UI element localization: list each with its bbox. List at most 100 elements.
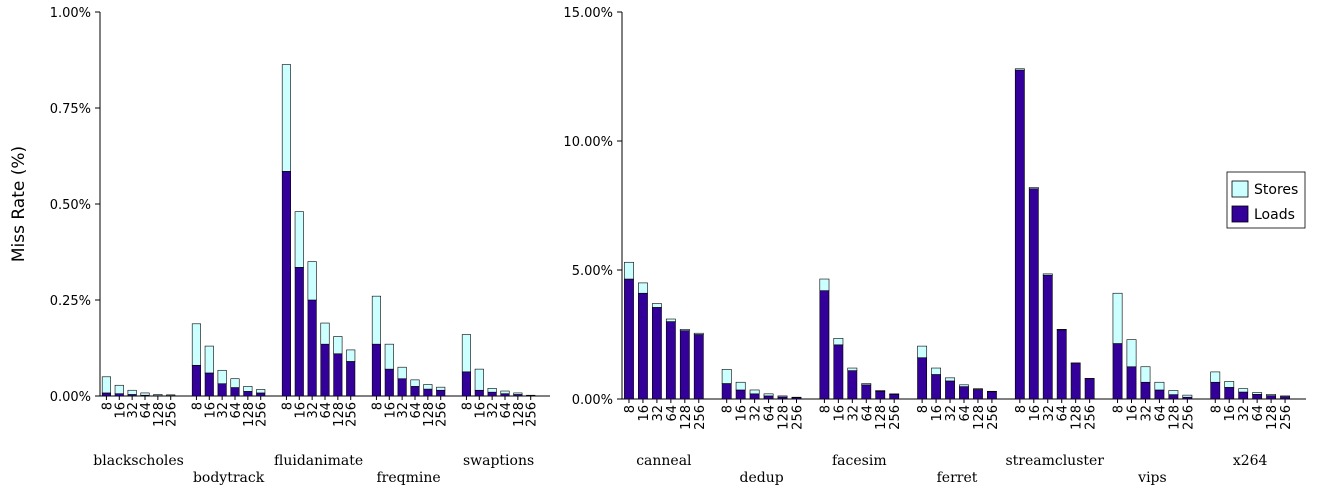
x-tick-label: 16: [1028, 405, 1043, 422]
bar-segment: [763, 393, 774, 397]
x-tick-label: 256: [888, 405, 903, 430]
x-tick-label: 64: [409, 402, 424, 419]
x-tick-label: 32: [486, 402, 501, 419]
x-tick-label: 32: [1237, 405, 1252, 422]
bar-segment: [513, 392, 523, 395]
x-tick-label: 64: [1056, 405, 1071, 422]
bar-segment: [1112, 343, 1123, 400]
x-tick-label: 64: [860, 405, 875, 422]
bar-segment: [461, 334, 471, 373]
bar-segment: [973, 388, 983, 390]
bar-segment: [624, 261, 634, 280]
bar-segment: [461, 371, 471, 397]
legend-label: Stores: [1254, 182, 1298, 198]
bar-segment: [931, 374, 941, 400]
bar-segment: [1028, 188, 1039, 400]
x-tick-label: 256: [165, 402, 180, 427]
bar-segment: [931, 367, 941, 375]
bar-segment: [861, 383, 872, 386]
x-tick-label: 128: [512, 402, 527, 427]
bar-segment: [101, 376, 111, 394]
bar-segment: [410, 386, 420, 397]
bar-segment: [423, 384, 433, 390]
bar-segment: [1280, 395, 1290, 397]
x-tick-label: 128: [152, 402, 167, 427]
y-axis-label: Miss Rate (%): [9, 146, 29, 262]
x-tick-label: 16: [735, 405, 750, 422]
bar-segment: [436, 386, 446, 391]
bar-segment: [384, 368, 394, 397]
bar-segment: [191, 364, 201, 397]
y-tick-label: 0.75%: [50, 102, 91, 117]
x-tick-label: 32: [749, 405, 764, 422]
x-tick-label: 128: [874, 405, 889, 430]
bar-segment: [959, 384, 969, 387]
bar-segment: [777, 396, 788, 400]
bar-segment: [294, 211, 304, 268]
bar-segment: [847, 367, 858, 371]
bar-segment: [281, 171, 291, 397]
y-tick-label: 0.50%: [50, 198, 91, 213]
bar-segment: [333, 353, 343, 397]
x-tick-label: 16: [293, 402, 308, 419]
bar-segment: [735, 381, 746, 391]
bar-segment: [1042, 273, 1053, 276]
x-tick-label: 256: [525, 402, 540, 427]
x-tick-label: 32: [1139, 405, 1154, 422]
bar-segment: [230, 387, 240, 397]
bar-segment: [204, 372, 214, 397]
x-tick-label: 64: [319, 402, 334, 419]
bar-segment: [917, 357, 928, 400]
bar-segment: [721, 383, 732, 400]
x-tick-label: 256: [345, 402, 360, 427]
x-tick-label: 32: [651, 405, 666, 422]
x-tick-label: 64: [763, 405, 778, 422]
group-label: blackscholes: [93, 453, 184, 469]
y-tick-label: 0.00%: [50, 390, 91, 405]
y-tick-label: 0.00%: [572, 393, 613, 408]
x-tick-label: 64: [1153, 405, 1168, 422]
bar-segment: [1252, 394, 1263, 400]
group-label: streamcluster: [1005, 453, 1104, 469]
x-tick-label: 16: [203, 402, 218, 419]
x-tick-label: 32: [306, 402, 321, 419]
bar-segment: [101, 392, 111, 397]
bar-segment: [973, 389, 983, 400]
x-tick-label: 16: [473, 402, 488, 419]
bar-segment: [217, 369, 227, 385]
bar-segment: [1042, 274, 1053, 400]
bar-segment: [749, 393, 760, 400]
group-label: vips: [1137, 470, 1167, 486]
group-label: canneal: [636, 453, 692, 469]
x-tick-label: 128: [332, 402, 347, 427]
x-tick-label: 32: [396, 402, 411, 419]
bar-segment: [721, 369, 732, 384]
bar-segment: [1280, 396, 1290, 400]
x-tick-label: 64: [229, 402, 244, 419]
bar-segment: [346, 361, 356, 397]
bar-segment: [1014, 68, 1025, 71]
bar-segment: [423, 388, 433, 397]
bar-segment: [191, 323, 201, 366]
bar-segment: [243, 391, 253, 397]
x-tick-label: 256: [435, 402, 450, 427]
bar-segment: [1224, 387, 1235, 400]
x-tick-label: 256: [255, 402, 270, 427]
bar-segment: [371, 295, 381, 345]
x-tick-label: 128: [1070, 405, 1085, 430]
bar-segment: [945, 380, 955, 400]
bar-segment: [889, 394, 900, 400]
bar-segment: [474, 368, 484, 391]
bar-segment: [917, 345, 928, 359]
bar-segment: [1126, 339, 1137, 368]
x-tick-label: 128: [1265, 405, 1280, 430]
bar-segment: [204, 345, 214, 374]
x-tick-label: 8: [916, 405, 931, 413]
bar-segment: [307, 299, 317, 397]
bar-segment: [665, 318, 676, 322]
x-tick-label: 32: [126, 402, 141, 419]
bar-segment: [474, 389, 484, 397]
x-tick-label: 8: [370, 402, 385, 410]
bar-segment: [346, 349, 356, 362]
bar-segment: [217, 383, 227, 397]
